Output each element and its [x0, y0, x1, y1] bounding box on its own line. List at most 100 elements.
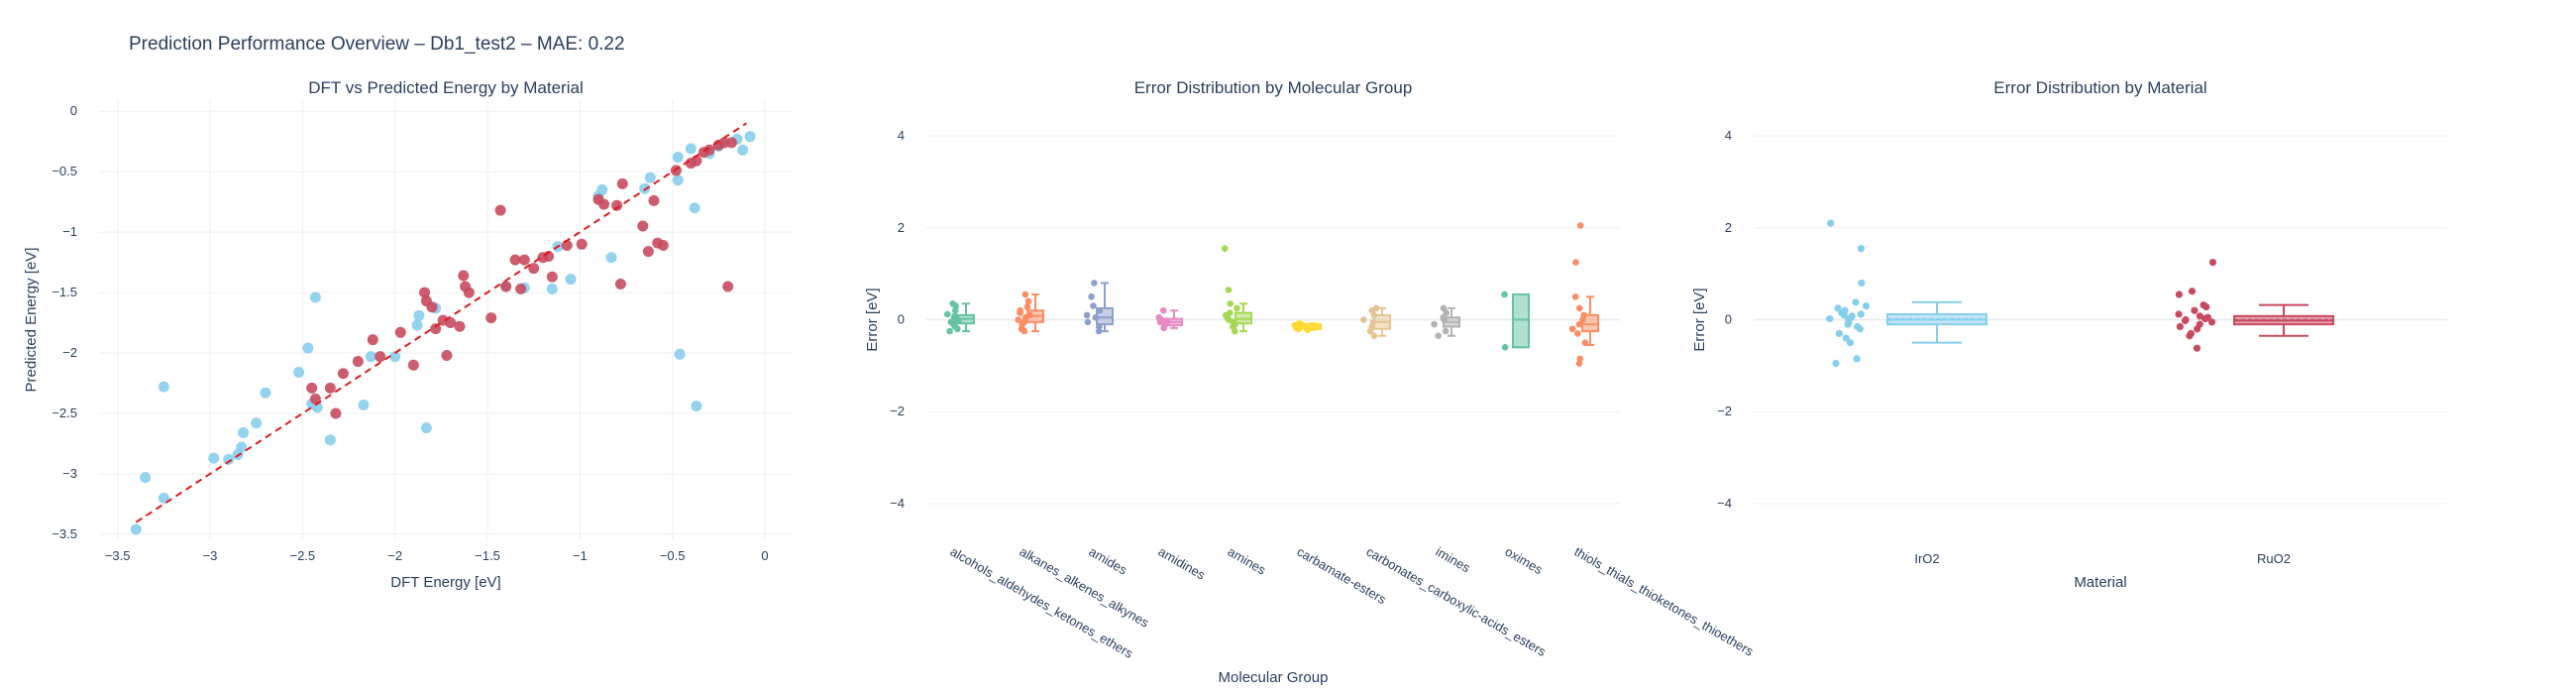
box-outlier-point: [2208, 258, 2217, 267]
box-outlier-point: [1431, 320, 1438, 328]
x-tick-label: −0.5: [660, 548, 686, 563]
box-outlier-point: [1084, 318, 1092, 326]
scatter-point-iro2: [365, 351, 376, 363]
box-group-alcohols_aldehydes_ketones_ethers: [943, 299, 975, 335]
y-tick-label: −2: [62, 345, 77, 360]
box-outlier-point: [1857, 245, 1865, 253]
box-outlier-point: [1024, 297, 1032, 305]
box-outlier-point: [1841, 306, 1849, 314]
category-label: amines: [1226, 544, 1269, 578]
box-group-alkanes_alkenes_alkynes: [1015, 290, 1044, 335]
scatter-point-iro2: [420, 422, 432, 434]
y-tick-label: 0: [70, 103, 77, 118]
scatter-point-iro2: [311, 402, 323, 413]
x-tick-label: 0: [761, 548, 768, 563]
scatter-point-iro2: [737, 144, 749, 156]
box-outlier-point: [1842, 334, 1850, 342]
scatter-point-ruo2: [306, 382, 318, 394]
box-outlier-point: [2176, 322, 2184, 331]
x-tick-label: −3: [203, 548, 218, 563]
box-group-amidines: [1155, 306, 1183, 332]
box-group-RuO2: [2175, 258, 2334, 352]
box-outlier-point: [1234, 304, 1240, 312]
scatter-point-ruo2: [352, 356, 364, 368]
scatter-point-iro2: [236, 441, 248, 453]
scatter-point-iro2: [689, 202, 700, 214]
box-outlier-point: [1017, 306, 1023, 314]
y-tick-label: 0: [1725, 312, 1732, 327]
scatter-point-iro2: [309, 291, 321, 303]
box-outlier-point: [1440, 304, 1448, 312]
box-group-amides: [1083, 280, 1114, 335]
scatter-point-iro2: [674, 348, 686, 360]
box-group-thiols_thials_thioketones_thioethers: [1568, 222, 1599, 367]
box-iqr: [1581, 313, 1599, 333]
box-group-carbonates_carboxylic-acids_esters: [1360, 304, 1391, 340]
scatter-point-ruo2: [324, 382, 336, 394]
box-outlier-point: [1576, 355, 1584, 363]
box-group-IrO2: [1826, 219, 1987, 368]
box-outlier-point: [1846, 339, 1855, 347]
box-outlier-point: [951, 312, 958, 320]
box-outlier-point: [1853, 355, 1861, 363]
scatter-point-ruo2: [614, 279, 626, 290]
box-panel-1: 4 2 0 −2 −4 Error Distribution by Molecular G…: [864, 78, 1757, 686]
box-outlier-point: [1576, 222, 1584, 229]
category-label: amides: [1087, 544, 1130, 578]
y-tick-label: −1: [62, 224, 77, 239]
box-outlier-point: [2193, 344, 2201, 352]
scatter-point-iro2: [672, 174, 684, 186]
scatter-panel: −3.5 −3 −2.5 −2 −1.5 −1 −0.5 0 0 −0.5 −1 −1.5 −2 −2.5…: [23, 78, 793, 591]
box-group-oximes: [1501, 290, 1530, 351]
box-outlier-point: [1575, 304, 1583, 312]
box-outlier-point: [1023, 303, 1031, 310]
scatter-point-ruo2: [648, 194, 660, 206]
box-panel-2: 4 2 0 −2 −4 Error Distribution by Material Mat…: [1691, 78, 2447, 591]
scatter-point-ruo2: [445, 317, 457, 329]
scatter-point-ruo2: [509, 254, 521, 266]
y-tick-label: 2: [898, 220, 905, 235]
box-outlier-point: [1834, 304, 1842, 312]
scatter-y-axis-title: Predicted Energy [eV]: [23, 248, 40, 393]
scatter-point-iro2: [411, 319, 423, 331]
scatter-point-ruo2: [670, 165, 682, 176]
x-tick-label: −2: [387, 548, 402, 563]
box-outlier-point: [946, 327, 953, 335]
y-tick-label: −3.5: [52, 526, 77, 541]
box-outlier-point: [1091, 280, 1098, 287]
scatter-point-ruo2: [576, 238, 588, 250]
scatter-point-ruo2: [528, 263, 540, 275]
y-tick-label: −2.5: [52, 405, 77, 420]
scatter-point-iro2: [358, 399, 370, 410]
box-panel-title: Error Distribution by Material: [1993, 78, 2206, 97]
scatter-point-ruo2: [337, 368, 349, 380]
scatter-point-iro2: [685, 143, 697, 155]
scatter-point-iro2: [644, 172, 656, 183]
scatter-point-ruo2: [485, 312, 497, 324]
scatter-point-iro2: [223, 453, 235, 465]
scatter-point-ruo2: [463, 287, 475, 298]
scatter-point-ruo2: [407, 359, 419, 371]
scatter-point-ruo2: [703, 144, 715, 156]
box-outlier-point: [2203, 313, 2212, 321]
box-outlier-point: [1572, 259, 1579, 266]
y-tick-label: −4: [1717, 496, 1732, 511]
category-label: RuO2: [2257, 551, 2291, 566]
scatter-point-iro2: [691, 401, 702, 412]
scatter-point-ruo2: [419, 287, 431, 298]
box-x-axis-title: Material: [2074, 574, 2126, 591]
x-tick-label: −2.5: [289, 548, 315, 563]
scatter-point-iro2: [744, 131, 756, 143]
figure-title: Prediction Performance Overview – Db1_te…: [129, 34, 625, 55]
x-tick-label: −3.5: [105, 548, 131, 563]
y-tick-label: −3: [62, 466, 77, 481]
box-outlier-point: [1501, 290, 1508, 298]
box-outlier-point: [1372, 304, 1380, 312]
scatter-point-ruo2: [642, 246, 654, 258]
x-tick-label: −1.5: [475, 548, 500, 563]
box-outlier-point: [1442, 327, 1449, 335]
y-tick-label: −0.5: [52, 164, 77, 178]
scatter-point-iro2: [158, 381, 169, 393]
y-tick-label: −2: [890, 404, 905, 418]
